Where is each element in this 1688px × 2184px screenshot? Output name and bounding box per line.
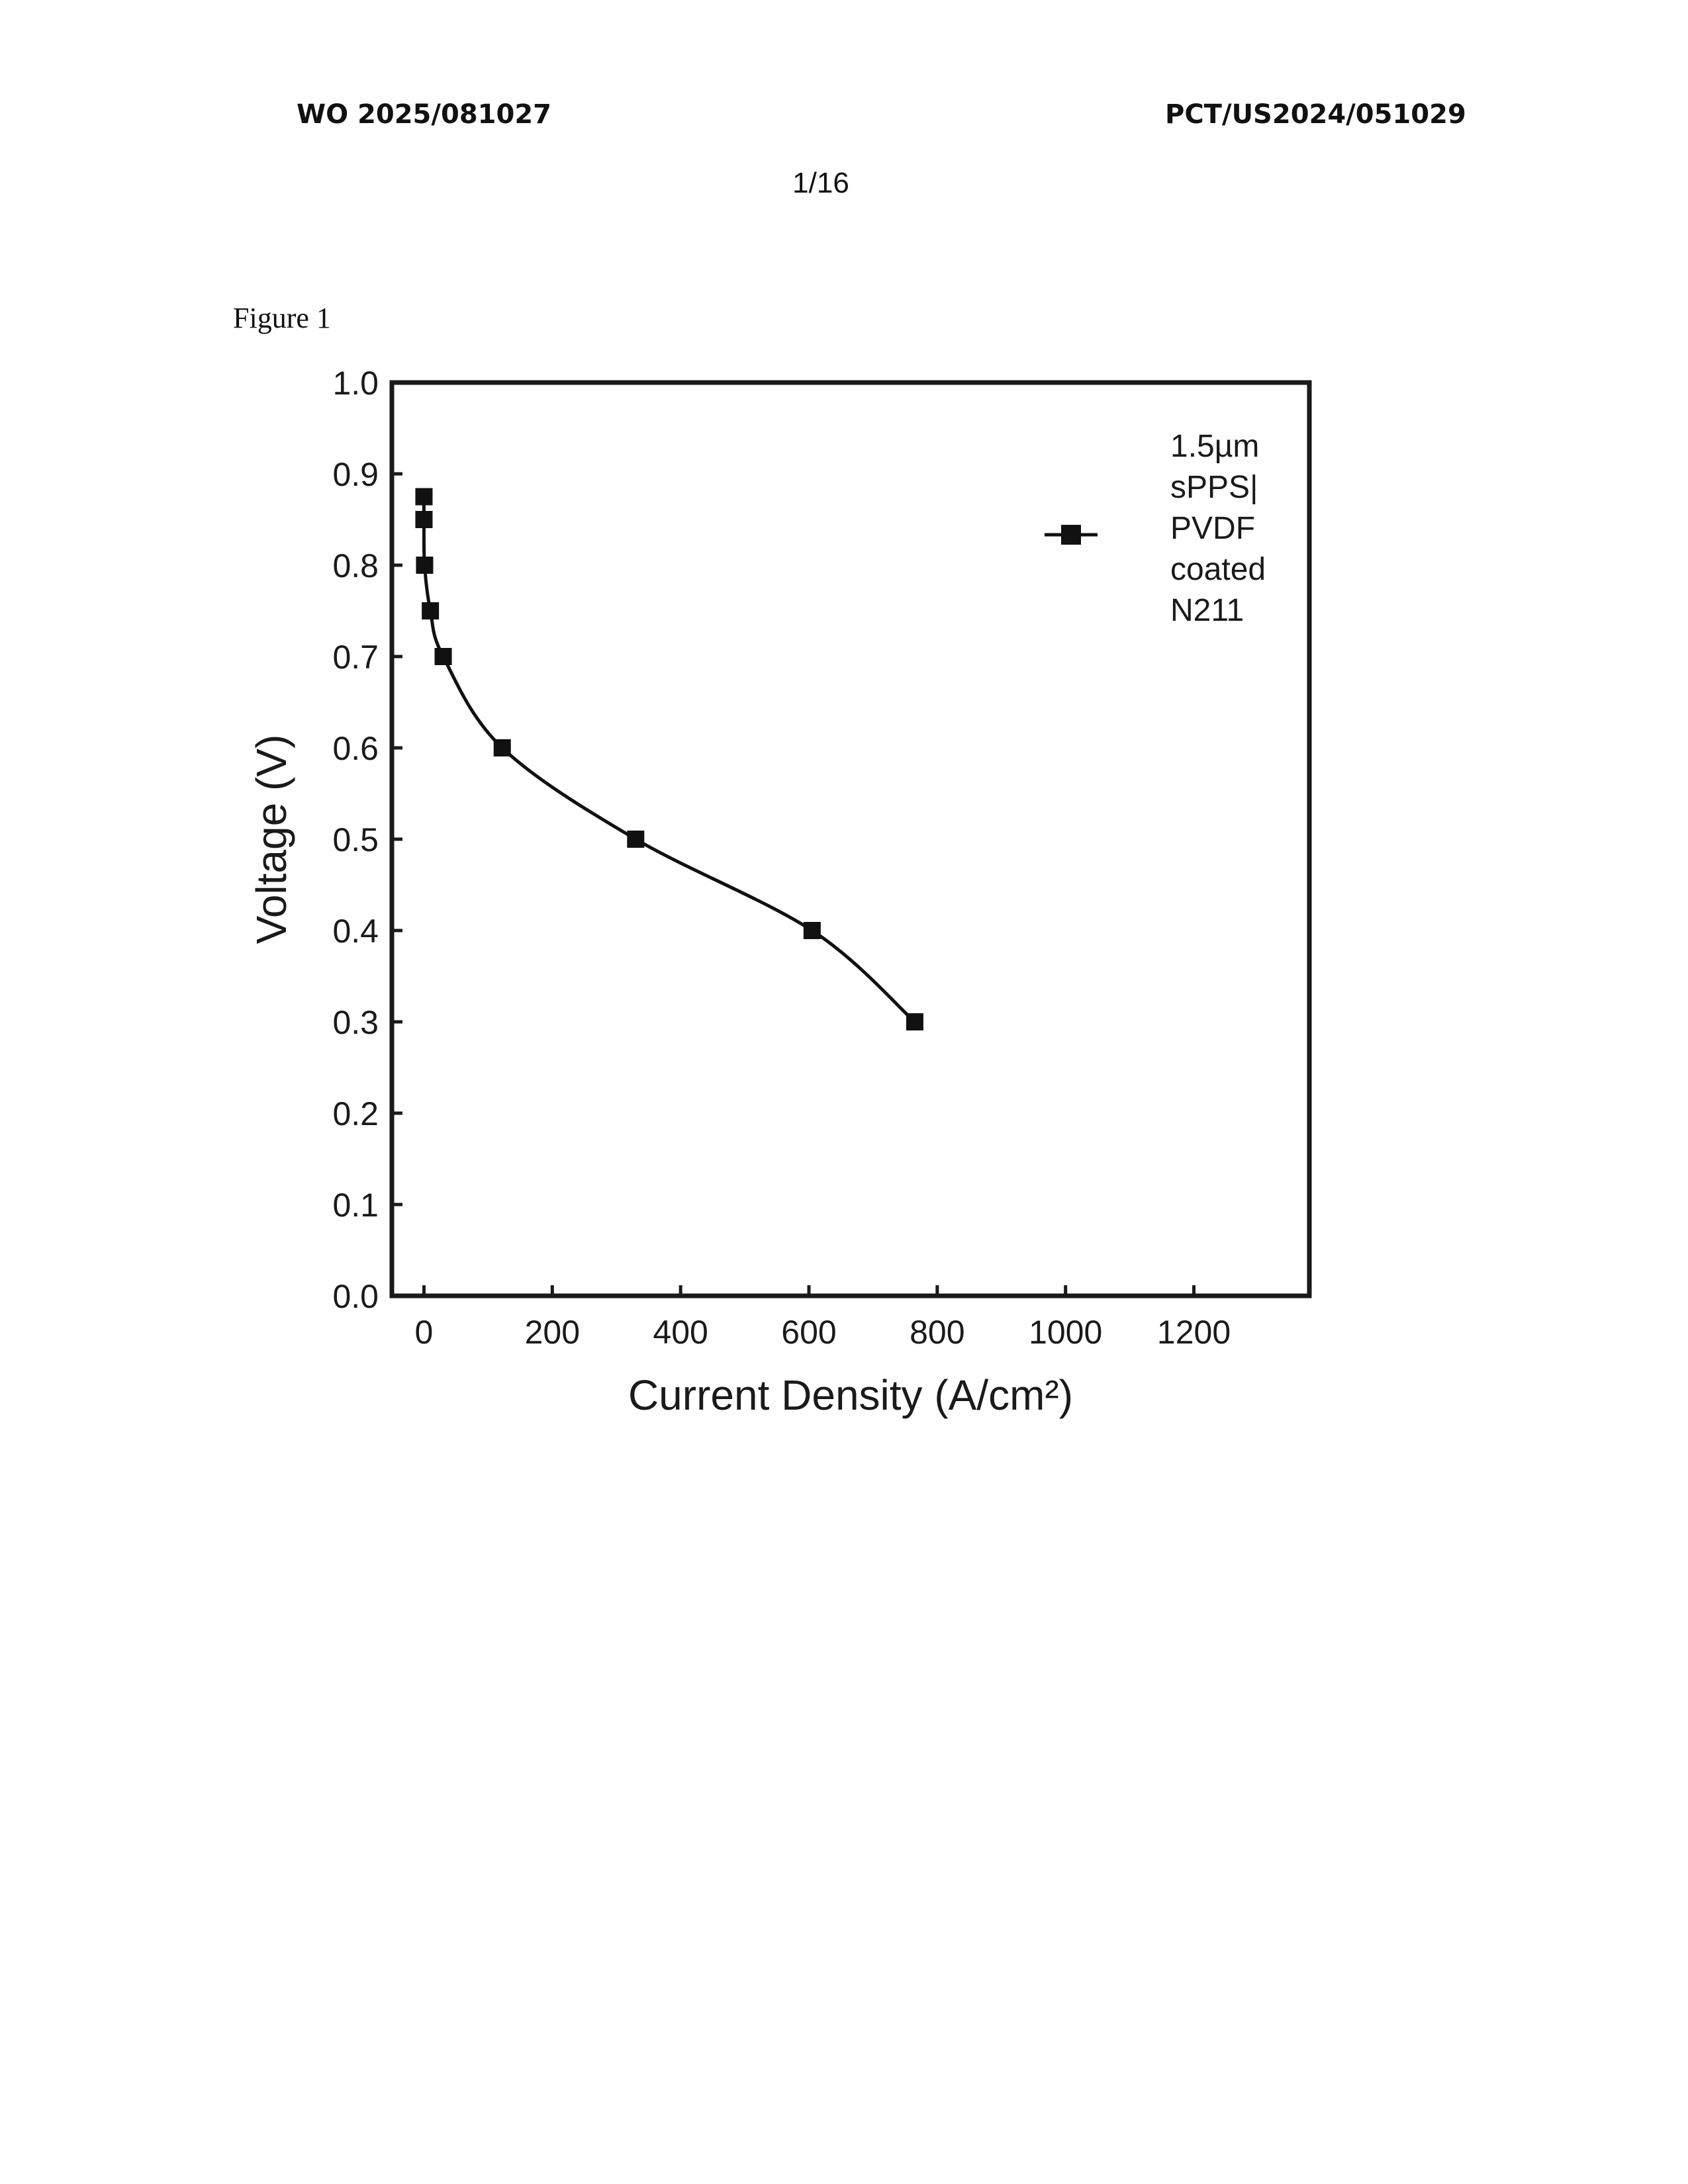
y-tick-label: 0.3 [332,1004,379,1041]
data-point [435,648,452,665]
y-tick-label: 0.5 [332,821,379,858]
y-tick-label: 0.8 [332,547,379,584]
legend-marker [1061,525,1081,545]
legend-text-line: coated [1170,552,1266,587]
y-tick-label: 0.9 [332,456,379,493]
y-axis-title: Voltage (V) [248,735,295,944]
y-tick-label: 0.1 [332,1187,379,1224]
data-point [416,557,433,574]
legend-text-line: 1.5µm [1170,429,1259,464]
x-tick-label: 1000 [1029,1314,1102,1351]
y-tick-label: 0.6 [332,730,379,767]
x-tick-label: 1200 [1157,1314,1231,1351]
legend-label: 1.5µm sPPS| PVDF coated N211 [1170,429,1266,628]
data-point [415,511,432,528]
y-tick-label: 1.0 [332,365,379,402]
x-tick-label: 0 [415,1314,434,1351]
x-axis-title: Current Density (A/cm²) [628,1371,1073,1419]
y-tick-label: 0.2 [332,1095,379,1132]
data-point [415,488,432,506]
x-tick-label: 800 [910,1314,964,1351]
data-point [627,831,644,848]
x-tick-label: 600 [781,1314,836,1351]
y-tick-label: 0.7 [332,639,379,676]
legend-text-line: sPPS| [1170,470,1258,505]
legend-text-line: PVDF [1170,511,1255,546]
y-tick-label: 0.0 [332,1278,379,1315]
series-layer [415,488,923,1031]
data-point [804,922,821,939]
data-point [906,1013,923,1030]
data-point [494,739,511,756]
x-tick-label: 400 [653,1314,708,1351]
y-tick-label: 0.4 [332,913,379,950]
legend: 1.5µm sPPS| PVDF coated N211 [1045,429,1266,628]
series-line [424,497,915,1023]
data-point [422,602,439,619]
legend-text-line: N211 [1170,593,1244,628]
x-tick-label: 200 [525,1314,580,1351]
